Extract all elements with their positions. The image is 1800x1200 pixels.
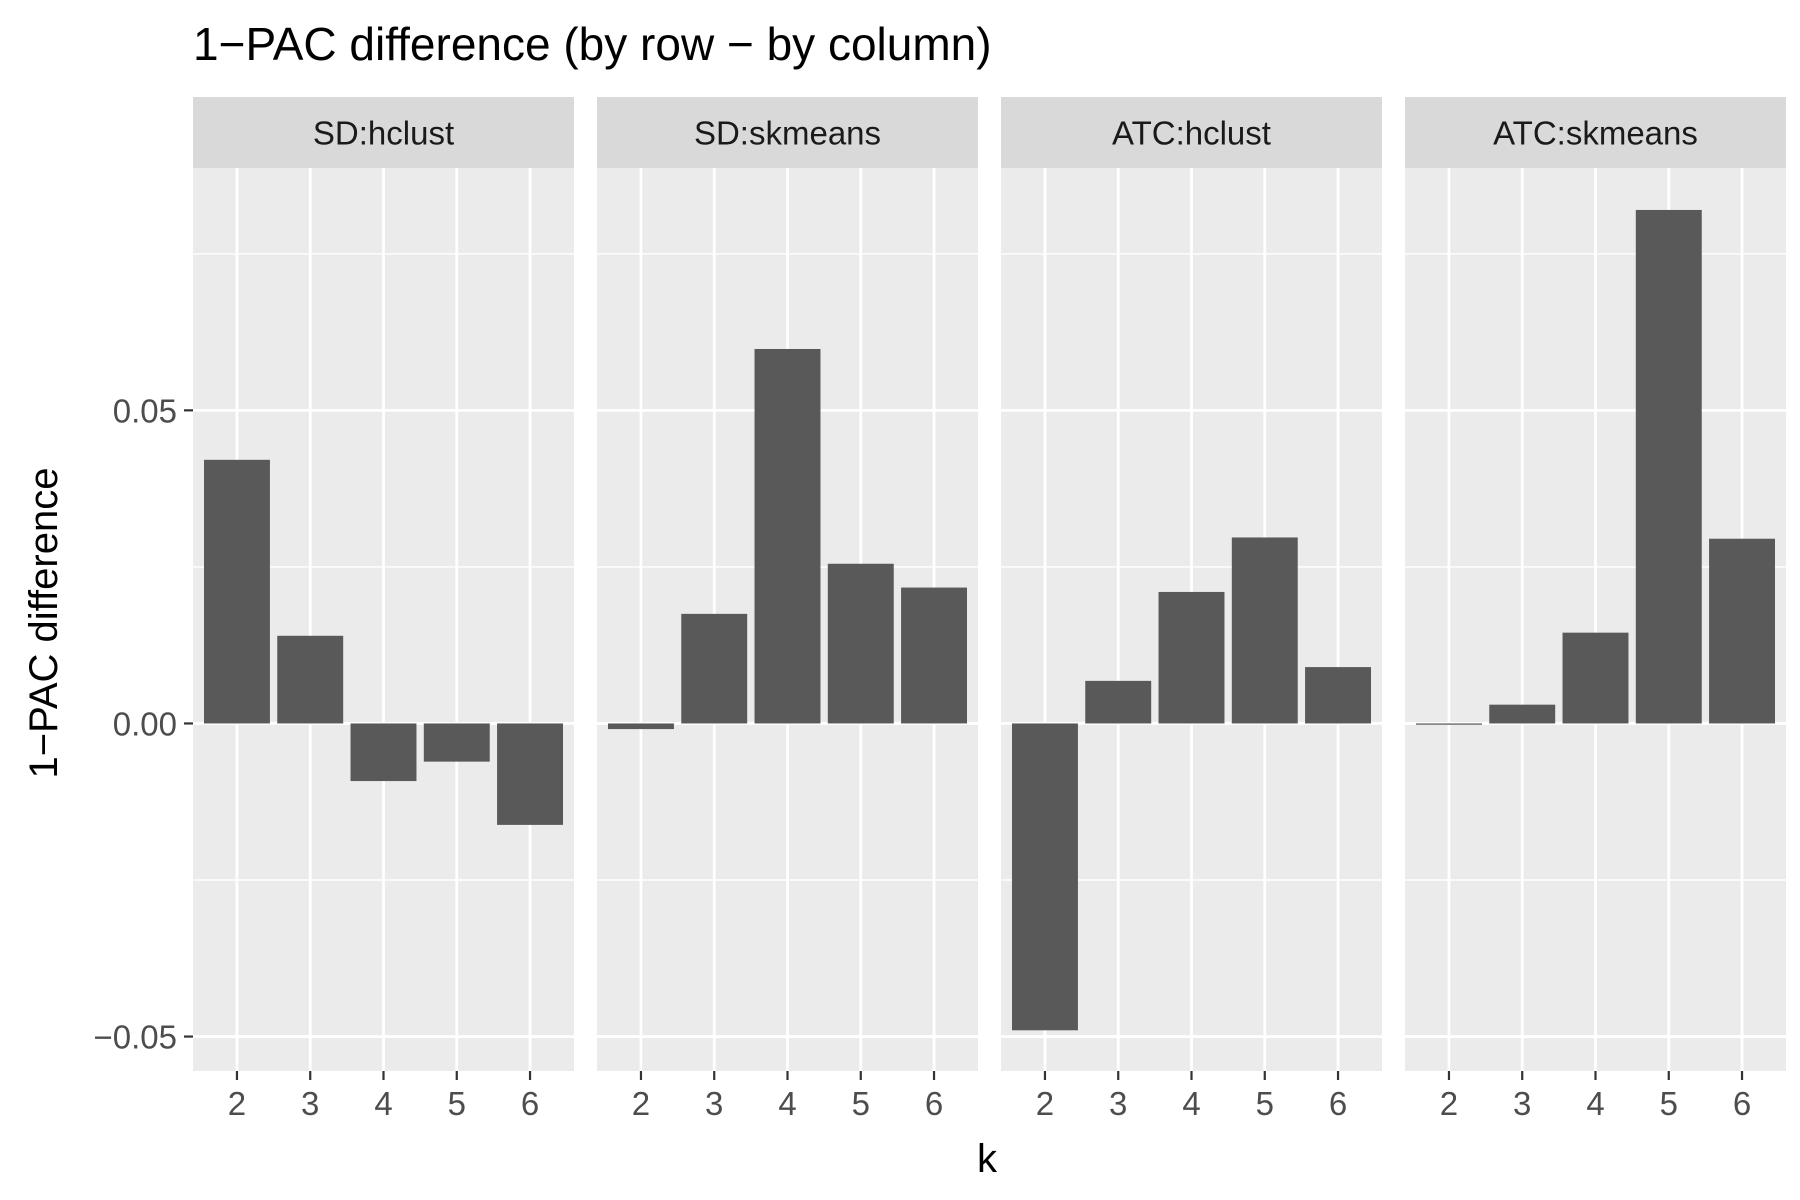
- facet-strip: [1405, 97, 1786, 168]
- bar: [1635, 209, 1702, 724]
- x-tick-label: 4: [778, 1085, 796, 1122]
- facet-strip-label: SD:hclust: [313, 115, 454, 152]
- x-tick-label: 6: [1733, 1085, 1751, 1122]
- facet-strip-label: ATC:skmeans: [1493, 115, 1698, 152]
- x-tick-label: 3: [1513, 1085, 1531, 1122]
- x-tick-label: 3: [1109, 1085, 1127, 1122]
- x-tick-label: 3: [301, 1085, 319, 1122]
- facet-strip: [1001, 97, 1382, 168]
- bar: [497, 723, 564, 825]
- bar: [681, 613, 748, 724]
- bar: [1158, 591, 1225, 724]
- chart-title: 1−PAC difference (by row − by column): [193, 18, 992, 70]
- x-tick-label: 6: [1329, 1085, 1347, 1122]
- y-tick-label: 0.05: [113, 392, 177, 429]
- x-tick-label: 4: [1586, 1085, 1604, 1122]
- x-axis-title: k: [977, 1137, 998, 1181]
- x-tick-label: 5: [448, 1085, 466, 1122]
- bar: [1085, 680, 1152, 724]
- bar: [1489, 704, 1556, 724]
- bar: [277, 635, 344, 724]
- bar: [350, 723, 417, 782]
- facet-panel: ATC:hclust 2 3 4 5 6: [1001, 97, 1382, 1122]
- x-tick-label: 2: [632, 1085, 650, 1122]
- facet-strip-label: ATC:hclust: [1112, 115, 1271, 152]
- x-tick-label: 2: [1440, 1085, 1458, 1122]
- x-tick-label: 5: [852, 1085, 870, 1122]
- facet-strip-label: SD:skmeans: [694, 115, 881, 152]
- bar: [1709, 538, 1776, 724]
- x-tick-label: 4: [374, 1085, 392, 1122]
- bar: [203, 459, 270, 724]
- x-tick-label: 6: [521, 1085, 539, 1122]
- bar: [1011, 723, 1078, 1031]
- facet-strip: [597, 97, 978, 168]
- y-axis-title: 1−PAC difference: [22, 468, 66, 779]
- x-tick-label: 5: [1256, 1085, 1274, 1122]
- facet-panel: SD:skmeans 2 3 4 5 6: [597, 97, 978, 1122]
- bar: [827, 563, 894, 724]
- y-tick-label: −0.05: [94, 1019, 178, 1056]
- bar: [607, 723, 674, 730]
- bar: [1415, 723, 1482, 725]
- x-tick-label: 3: [705, 1085, 723, 1122]
- facet-panels: SD:hclust 2 3 4 5 6 SD:skmeans 2 3 4 5 6 ATC:hclust 2…: [193, 97, 1786, 1122]
- bar: [754, 348, 821, 724]
- y-tick-label: 0.00: [113, 705, 177, 742]
- x-tick-label: 6: [925, 1085, 943, 1122]
- bar: [423, 723, 490, 762]
- bar: [1231, 537, 1298, 724]
- x-tick-label: 2: [1036, 1085, 1054, 1122]
- x-tick-label: 2: [228, 1085, 246, 1122]
- bar: [901, 587, 968, 724]
- bar: [1562, 632, 1629, 724]
- y-axis: 0.05 0.00 −0.05: [94, 392, 193, 1056]
- x-tick-label: 4: [1182, 1085, 1200, 1122]
- x-tick-label: 5: [1660, 1085, 1678, 1122]
- bar: [1305, 667, 1372, 724]
- facet-strip: [193, 97, 574, 168]
- facet-panel: SD:hclust 2 3 4 5 6: [193, 97, 574, 1122]
- facet-panel: ATC:skmeans 2 3 4 5 6: [1405, 97, 1786, 1122]
